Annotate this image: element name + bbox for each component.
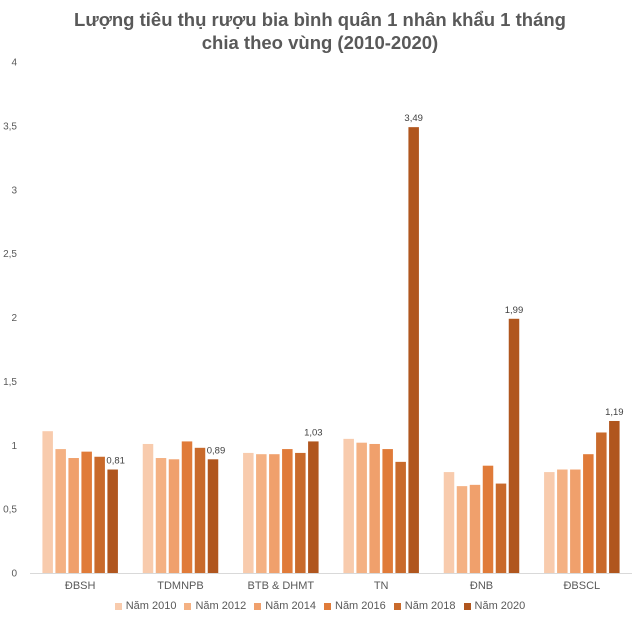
data-label: 3,49 — [404, 113, 423, 124]
bar — [243, 452, 254, 573]
data-label: 1,19 — [605, 407, 624, 418]
legend-item: Năm 2014 — [254, 600, 316, 612]
bar — [269, 454, 280, 573]
bar — [194, 447, 206, 573]
bar — [596, 432, 607, 573]
bar — [142, 443, 154, 573]
x-tick-label: TN — [374, 580, 389, 592]
bar — [308, 441, 319, 573]
legend-label: Năm 2014 — [265, 600, 316, 612]
x-tick-label: BTB & DHMT — [248, 580, 315, 592]
y-tick-label: 2 — [11, 313, 17, 324]
legend-item: Năm 2020 — [463, 600, 526, 612]
bar — [443, 472, 455, 573]
bar — [107, 469, 118, 573]
bar — [482, 465, 494, 573]
bar — [282, 449, 293, 573]
y-tick-label: 1 — [11, 441, 17, 452]
legend-item: Năm 2010 — [114, 600, 177, 612]
bar — [609, 420, 620, 573]
legend-label: Năm 2020 — [474, 600, 526, 612]
legend-swatch — [114, 602, 122, 610]
legend-item: Năm 2012 — [184, 600, 246, 612]
bar — [369, 443, 380, 573]
legend-swatch — [324, 602, 331, 610]
legend-label: Năm 2012 — [195, 600, 247, 612]
data-labels: 0,81 0,89 1,03 3,49 1,99 1,19 — [106, 113, 623, 466]
bar — [583, 454, 594, 573]
x-axis: ĐBSH TDMNPB BTB & DHMT TN ĐNB ĐBSCL — [30, 573, 632, 592]
bar — [356, 442, 367, 573]
x-tick-label: ĐBSCL — [563, 580, 600, 592]
data-label: 0,81 — [106, 456, 125, 467]
legend-label: Năm 2016 — [335, 600, 386, 612]
bar — [408, 127, 419, 574]
bar — [81, 451, 92, 573]
data-label: 1,99 — [505, 305, 524, 316]
bar — [94, 456, 105, 573]
legend-swatch — [393, 602, 401, 610]
chart-title: Lượng tiêu thụ rượu bia bình quân 1 nhân… — [0, 8, 640, 54]
y-tick-label: 2,5 — [3, 249, 17, 260]
legend: Năm 2010 Năm 2012 Năm 2014 Năm 2016 Năm 2018… — [0, 600, 640, 612]
x-tick-label: ĐNB — [470, 580, 493, 592]
y-tick-label: 3,5 — [3, 121, 17, 132]
bar — [544, 472, 555, 573]
legend-item: Năm 2016 — [324, 600, 386, 612]
y-axis: 0 0,5 1 1,5 2 2,5 3 3,5 4 — [3, 58, 17, 580]
legend-swatch — [254, 602, 262, 610]
bar — [55, 449, 66, 573]
legend-item: Năm 2018 — [393, 600, 456, 612]
bar — [570, 469, 581, 573]
bar — [181, 441, 193, 573]
bar — [68, 458, 79, 573]
legend-label: Năm 2010 — [125, 600, 177, 612]
chart-title-line-1: Lượng tiêu thụ rượu bia bình quân 1 nhân… — [74, 9, 566, 30]
bars — [42, 127, 620, 574]
bar — [42, 431, 53, 573]
bar — [168, 459, 180, 573]
bar — [395, 461, 406, 573]
data-label: 1,03 — [304, 427, 323, 438]
bar — [508, 318, 520, 573]
bar — [295, 452, 306, 573]
y-tick-label: 3 — [11, 185, 17, 196]
bar — [382, 449, 393, 573]
y-tick-label: 0 — [11, 569, 17, 580]
x-tick-label: TDMNPB — [157, 580, 203, 592]
y-tick-label: 0,5 — [3, 505, 17, 516]
x-tick-label: ĐBSH — [65, 580, 96, 592]
y-tick-label: 4 — [11, 58, 17, 69]
bar — [343, 438, 354, 573]
bar — [155, 458, 167, 573]
bar — [469, 484, 481, 573]
bar — [207, 459, 219, 573]
legend-swatch — [184, 602, 192, 610]
bar — [557, 469, 568, 573]
legend-label: Năm 2018 — [404, 600, 456, 612]
y-tick-label: 1,5 — [3, 377, 17, 388]
data-label: 0,89 — [207, 445, 226, 456]
bar — [495, 483, 507, 573]
bar — [256, 454, 267, 573]
chart-title-line-2: chia theo vùng (2010-2020) — [201, 32, 439, 53]
legend-swatch — [463, 602, 471, 610]
bar — [456, 486, 468, 573]
